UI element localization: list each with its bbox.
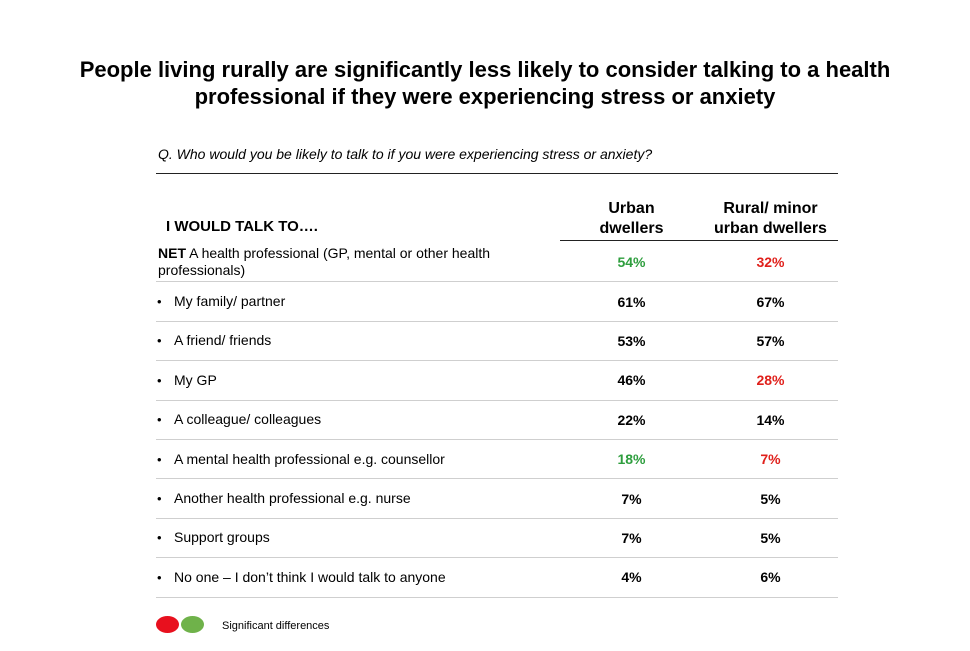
row-label-text: Another health professional e.g. nurse	[174, 490, 411, 507]
cell-urban: 18%	[617, 451, 646, 468]
bullet-marker: •	[157, 491, 162, 507]
row-label: A friend/ friends	[174, 332, 554, 349]
column-header-urban-line-2: dwellers	[599, 220, 664, 237]
row-label-text: My family/ partner	[174, 293, 286, 310]
row-label-text: My GP	[174, 371, 217, 388]
cell-urban: 53%	[617, 332, 646, 349]
cell-urban: 22%	[617, 411, 646, 428]
cell-rural: 67%	[756, 293, 785, 310]
cell-urban: 61%	[617, 293, 646, 310]
bullet-marker: •	[157, 333, 162, 349]
question-divider	[156, 173, 838, 174]
cell-rural: 5%	[760, 490, 781, 507]
cell-rural: 14%	[756, 411, 785, 428]
row-label: My GP	[174, 372, 554, 389]
table-row: • No one – I don’t think I would talk to …	[156, 558, 838, 598]
table-row: • Support groups 7% 5%	[156, 519, 838, 559]
table-row: • A mental health professional e.g. couns…	[156, 440, 838, 480]
cell-urban: 54%	[617, 254, 646, 271]
cell-rural: 6%	[760, 569, 781, 586]
table-body: NET A health professional (GP, mental or…	[156, 243, 838, 598]
legend-red-dot	[156, 616, 179, 633]
cell-urban: 7%	[621, 529, 642, 546]
column-header-rural: Rural/ minor urban dwellers	[703, 199, 838, 239]
survey-question: Q. Who would you be likely to talk to if…	[158, 146, 653, 162]
row-label: Support groups	[174, 529, 554, 546]
bullet-marker: •	[157, 372, 162, 388]
row-label-text: No one – I don’t think I would talk to a…	[174, 568, 446, 585]
row-label: No one – I don’t think I would talk to a…	[174, 569, 554, 586]
row-label-text: A health professional (GP, mental or oth…	[158, 245, 491, 279]
bullet-marker: •	[157, 569, 162, 585]
bullet-marker: •	[157, 530, 162, 546]
table-row: • A colleague/ colleagues 22% 14%	[156, 401, 838, 440]
bullet-marker: •	[157, 412, 162, 428]
cell-rural: 5%	[760, 529, 781, 546]
table-row: • My GP 46% 28%	[156, 361, 838, 401]
row-label: A mental health professional e.g. counse…	[174, 451, 554, 468]
row-label: My family/ partner	[174, 293, 554, 310]
row-label-text: A friend/ friends	[174, 332, 272, 349]
column-header-urban-line-1: Urban	[608, 200, 655, 217]
cell-rural: 57%	[756, 332, 785, 349]
table-row: • Another health professional e.g. nurse 7…	[156, 479, 838, 519]
cell-urban: 7%	[621, 490, 642, 507]
legend-label: Significant differences	[222, 620, 330, 632]
cell-rural: 7%	[760, 451, 781, 468]
table-row: NET A health professional (GP, mental or…	[156, 243, 838, 283]
bullet-marker: •	[157, 451, 162, 467]
cell-rural: 32%	[756, 254, 785, 271]
row-label: A colleague/ colleagues	[174, 411, 554, 428]
chart-title: People living rurally are significantly …	[79, 57, 891, 109]
cell-urban: 46%	[617, 372, 646, 389]
row-label: Another health professional e.g. nurse	[174, 490, 554, 507]
column-header-urban: Urban dwellers	[560, 199, 703, 239]
row-header: I WOULD TALK TO….	[166, 218, 318, 235]
row-label-text: A mental health professional e.g. counse…	[174, 450, 445, 467]
row-label: NET A health professional (GP, mental or…	[158, 245, 538, 279]
row-label-text: A colleague/ colleagues	[174, 411, 322, 428]
cell-rural: 28%	[756, 372, 785, 389]
table-row: • My family/ partner 61% 67%	[156, 282, 838, 322]
legend-green-dot	[181, 616, 204, 633]
table-row: • A friend/ friends 53% 57%	[156, 322, 838, 362]
row-label-text: Support groups	[174, 529, 270, 546]
column-header-rural-underline	[703, 240, 838, 241]
bullet-marker: •	[157, 294, 162, 310]
column-header-rural-line-1: Rural/ minor	[723, 200, 818, 217]
column-header-urban-underline	[560, 240, 703, 241]
cell-urban: 4%	[621, 569, 642, 586]
row-label-prefix: NET	[158, 245, 186, 262]
column-header-rural-line-2: urban dwellers	[714, 220, 827, 237]
